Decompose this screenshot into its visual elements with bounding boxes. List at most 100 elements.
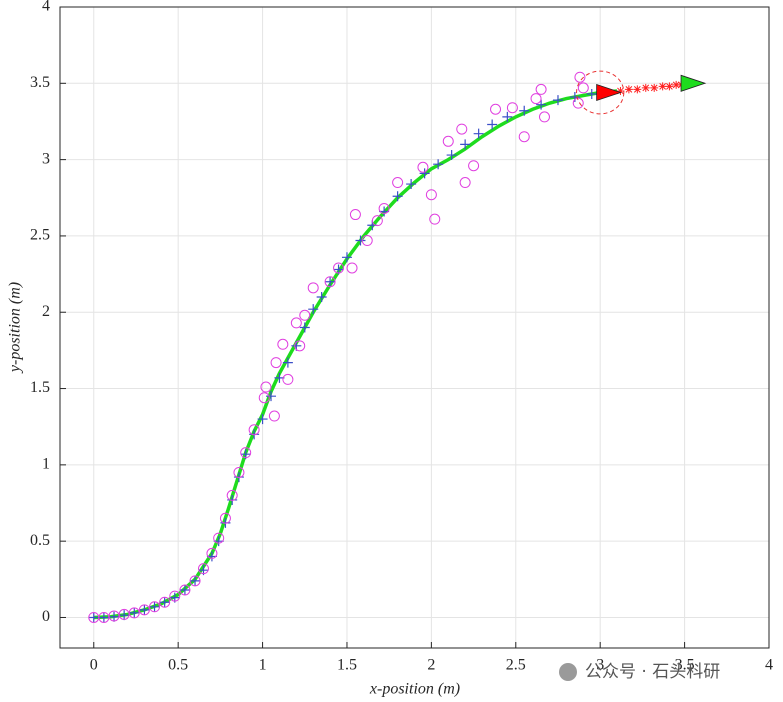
measurement-point [138,604,150,616]
estimate-point [341,252,352,263]
y-tick-label: 2.5 [30,227,50,244]
x-tick-label: 2.5 [506,657,526,674]
measurement-point [518,131,530,143]
estimate-point [299,322,310,333]
measurement-point [169,590,181,602]
axes-box [59,6,770,649]
measurement-point [530,93,542,105]
estimate-point [119,610,130,621]
estimate-point [98,612,109,623]
measurement-point [226,489,238,501]
estimate-point [129,607,140,618]
estimate-point [569,92,580,103]
estimate-point [552,95,563,106]
measurement-point [490,103,502,115]
y-tick-label: 3.5 [30,74,50,91]
measurement-point [248,424,260,436]
y-tick-label: 1 [42,456,50,473]
measurement-point [392,177,404,189]
heading-arrow [596,83,622,102]
x-tick-label: 2 [427,657,435,674]
measurement-point [277,338,289,350]
estimate-point [355,235,366,246]
x-tick-label: 3.5 [675,657,695,674]
estimate-point [487,119,498,130]
estimate-point [139,604,150,615]
estimate-point [257,414,268,425]
x-axis-label: x-position (m) [369,681,460,698]
estimate-point [392,191,403,202]
measurement-point [189,575,201,587]
estimate-point [325,276,336,287]
measurement-point [197,563,209,575]
measurement-point [459,177,471,189]
measurement-point [333,262,345,274]
estimate-point [316,291,327,302]
measurement-point [574,71,586,83]
measurement-point [290,317,302,329]
prediction-point [641,83,650,92]
measurement-point [324,276,336,288]
estimate-point [502,111,513,122]
measurement-point [179,584,191,596]
measurement-point [429,213,441,225]
estimate-point [536,99,547,110]
measurement-point [213,532,225,544]
measurement-point [361,235,373,247]
heading-arrow [680,74,707,92]
uncertainty-circle [576,70,625,115]
measurement-point [219,512,231,524]
measurement-point [294,340,306,352]
measurement-point [538,111,550,123]
x-tick-label: 1.5 [337,657,357,674]
measurement-point [240,447,252,459]
measurement-point [577,82,589,94]
y-tick-label: 2 [42,303,50,320]
y-tick-label: 0 [42,608,50,625]
prediction-point [665,82,674,91]
prediction-point [658,82,667,91]
x-tick-label: 1 [259,657,267,674]
estimate-point [159,597,170,608]
estimate-point [308,304,319,315]
measurement-point [299,309,311,321]
prediction-point [672,80,681,89]
estimate-point [586,88,597,99]
prediction-point [616,86,625,95]
measurement-point [268,410,280,422]
estimate-point [266,391,277,402]
measurement-point [149,601,161,613]
measurement-point [233,466,245,478]
y-axis-label: y-position (m) [7,282,24,374]
estimate-point [519,105,530,116]
estimate-point [282,357,293,368]
measurement-point [417,161,429,173]
y-tick-label: 3 [42,150,50,167]
watermark-logo [559,663,577,681]
prediction-point [633,85,642,94]
measurement-point [270,357,282,369]
estimate-point [190,575,201,586]
measurement-point [128,607,140,619]
estimate-point [446,150,457,161]
prediction-point [624,85,633,94]
y-tick-label: 1.5 [30,379,50,396]
measurement-point [349,209,361,221]
measurement-point [260,381,272,393]
x-tick-label: 3 [596,657,604,674]
estimate-point [88,612,99,623]
estimate-point [406,179,417,190]
measurement-point [442,135,454,147]
estimate-point [419,168,430,179]
measurement-point [371,215,383,227]
measurement-point [572,97,584,109]
x-tick-label: 0.5 [168,657,188,674]
estimate-point [433,159,444,170]
measurement-point [456,123,468,135]
y-tick-label: 4 [42,0,50,15]
estimate-point [473,128,484,139]
measurement-point [346,262,358,274]
plot-area [60,7,769,648]
